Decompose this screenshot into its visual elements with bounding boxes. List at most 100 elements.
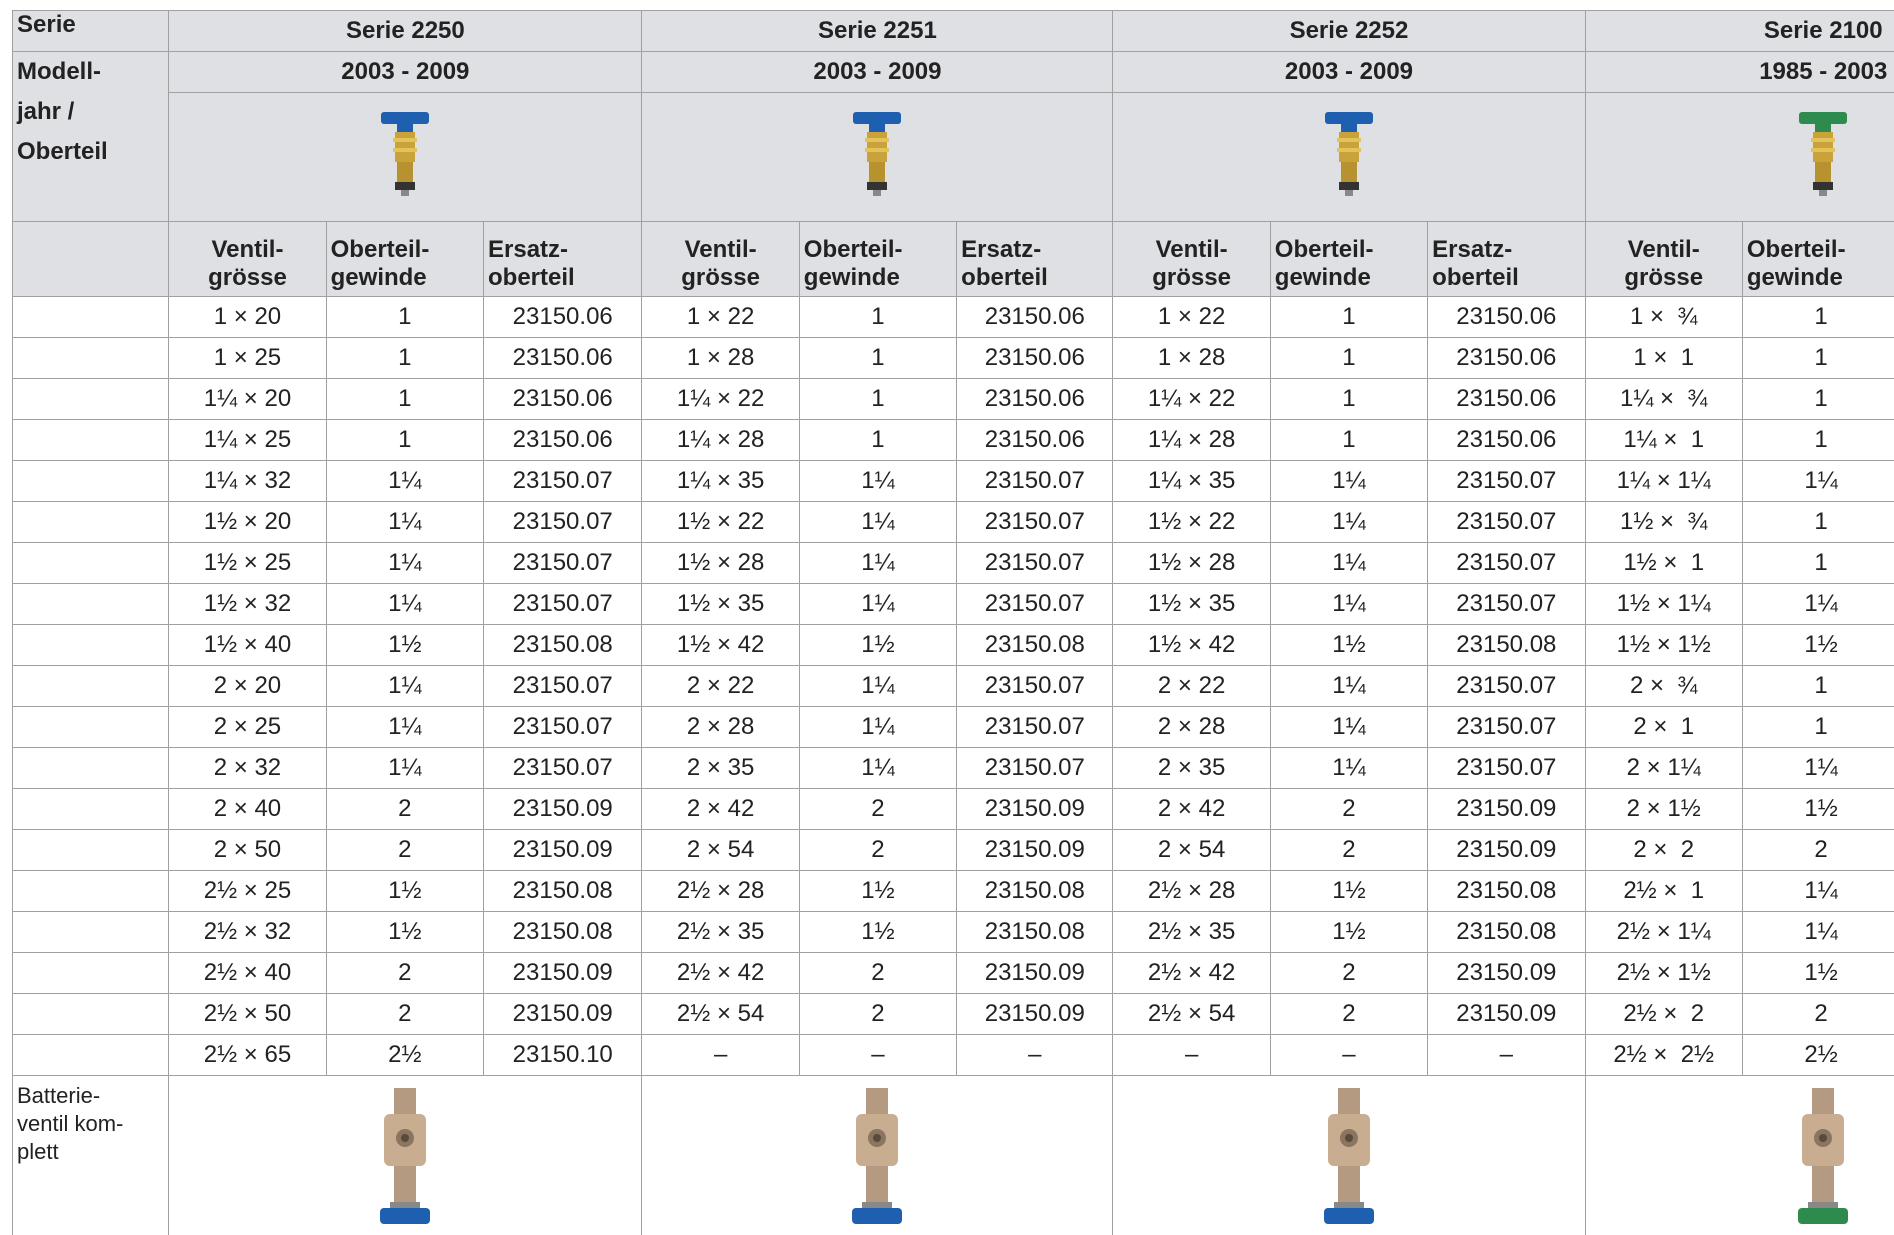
- table-cell: 23150.08: [957, 912, 1113, 953]
- empty-cell: [13, 748, 169, 789]
- empty-cell: [13, 953, 169, 994]
- table-cell: 1½: [1270, 871, 1427, 912]
- table-cell: 1½: [326, 625, 483, 666]
- table-cell: 23150.09: [957, 830, 1113, 871]
- table-cell: 23150.06: [1428, 338, 1585, 379]
- table-row: Batterie- ventil kom- plett: [13, 1076, 1894, 1235]
- table-cell: 23150.08: [957, 871, 1113, 912]
- empty-cell: [13, 502, 169, 543]
- empty-cell: [13, 666, 169, 707]
- table-cell: 1 × 28: [1113, 338, 1270, 379]
- table-cell: 23150.09: [1428, 953, 1585, 994]
- table-cell: 1½ × 20: [169, 502, 326, 543]
- table-cell: 1¼: [799, 707, 956, 748]
- table-cell: 2: [326, 953, 483, 994]
- table-cell: 2½ × 35: [642, 912, 799, 953]
- column-header: Oberteil- gewinde: [326, 222, 483, 297]
- table-cell: 2 × 28: [642, 707, 799, 748]
- table-cell: 23150.07: [1428, 584, 1585, 625]
- table-cell: 23150.09: [1428, 830, 1585, 871]
- table-cell: 1¼: [1742, 461, 1894, 502]
- table-cell: 2 × 25: [169, 707, 326, 748]
- table-cell: 2 × 40: [169, 789, 326, 830]
- table-cell: 1¼ × 35: [642, 461, 799, 502]
- table-cell: 1 × 28: [642, 338, 799, 379]
- table-cell: –: [799, 1035, 956, 1076]
- column-header: Ventil- grösse: [169, 222, 326, 297]
- table-cell: 1½: [326, 871, 483, 912]
- table-cell: 23150.09: [957, 789, 1113, 830]
- table-cell: 1 × ¾: [1585, 297, 1742, 338]
- table-cell: 1: [1742, 297, 1894, 338]
- table-cell: 1½ × 22: [642, 502, 799, 543]
- table-cell: 1¼: [1270, 461, 1427, 502]
- table-cell: 1½ × 28: [1113, 543, 1270, 584]
- header-label: Serie: [13, 11, 169, 52]
- empty-cell: [13, 338, 169, 379]
- table-cell: 1: [1742, 666, 1894, 707]
- table-cell: 2½ × 2½: [1585, 1035, 1742, 1076]
- table-cell: 23150.06: [484, 420, 642, 461]
- table-cell: 23150.07: [1428, 666, 1585, 707]
- table-cell: 1½ × 35: [1113, 584, 1270, 625]
- table-cell: 1½ × 1¼: [1585, 584, 1742, 625]
- table-cell: 23150.08: [957, 625, 1113, 666]
- column-header: Ersatz- oberteil: [957, 222, 1113, 297]
- table-cell: 1: [799, 379, 956, 420]
- empty-cell: [13, 461, 169, 502]
- battery-valve-icon: [1788, 1082, 1858, 1232]
- table-cell: 2 × 22: [642, 666, 799, 707]
- series-years: 2003 - 2009: [642, 52, 1113, 93]
- table-cell: 1½: [799, 625, 956, 666]
- empty-cell: [13, 707, 169, 748]
- table-cell: 23150.10: [484, 1035, 642, 1076]
- table-cell: 1¼: [1742, 748, 1894, 789]
- table-cell: 2½ × 50: [169, 994, 326, 1035]
- table-cell: 1: [1270, 379, 1427, 420]
- table-cell: 23150.08: [1428, 871, 1585, 912]
- table-cell: 23150.07: [957, 584, 1113, 625]
- table-cell: 2½ × 42: [1113, 953, 1270, 994]
- table-cell: 23150.07: [484, 461, 642, 502]
- table-cell: 23150.06: [484, 379, 642, 420]
- table-cell: 23150.07: [484, 748, 642, 789]
- empty-header: [13, 222, 169, 297]
- column-header: Ventil- grösse: [1585, 222, 1742, 297]
- page: SerieSerie 2250Serie 2251Serie 2252Serie…: [0, 0, 1894, 1235]
- table-cell: 1¼: [1742, 584, 1894, 625]
- table-cell: 1¼ × 1¼: [1585, 461, 1742, 502]
- table-cell: 1¼ × 28: [1113, 420, 1270, 461]
- table-cell: 23150.08: [484, 871, 642, 912]
- table-cell: 1: [1270, 338, 1427, 379]
- table-cell: 23150.09: [484, 953, 642, 994]
- table-cell: 2½ × 1: [1585, 871, 1742, 912]
- table-cell: 1: [1742, 338, 1894, 379]
- table-cell: 1¼: [799, 461, 956, 502]
- table-cell: 1 × 1: [1585, 338, 1742, 379]
- table-cell: 1½: [1270, 625, 1427, 666]
- table-cell: 2½ × 32: [169, 912, 326, 953]
- table-cell: 1¼: [1742, 912, 1894, 953]
- table-cell: 2: [1742, 994, 1894, 1035]
- table-cell: 1: [1742, 707, 1894, 748]
- table-cell: 1 × 20: [169, 297, 326, 338]
- table-cell: 1¼: [326, 502, 483, 543]
- column-header: Oberteil- gewinde: [1270, 222, 1427, 297]
- table-cell: 1: [1270, 420, 1427, 461]
- table-cell: 1½: [1742, 789, 1894, 830]
- table-cell: 1¼: [799, 666, 956, 707]
- column-header: Ersatz- oberteil: [1428, 222, 1585, 297]
- table-cell: 23150.09: [957, 953, 1113, 994]
- table-cell: 1¼: [799, 543, 956, 584]
- table-cell: 1¼ × 22: [1113, 379, 1270, 420]
- table-cell: 23150.07: [957, 748, 1113, 789]
- table-cell: 1¼: [1270, 748, 1427, 789]
- table-cell: 1½: [799, 871, 956, 912]
- table-cell: 2 × 35: [642, 748, 799, 789]
